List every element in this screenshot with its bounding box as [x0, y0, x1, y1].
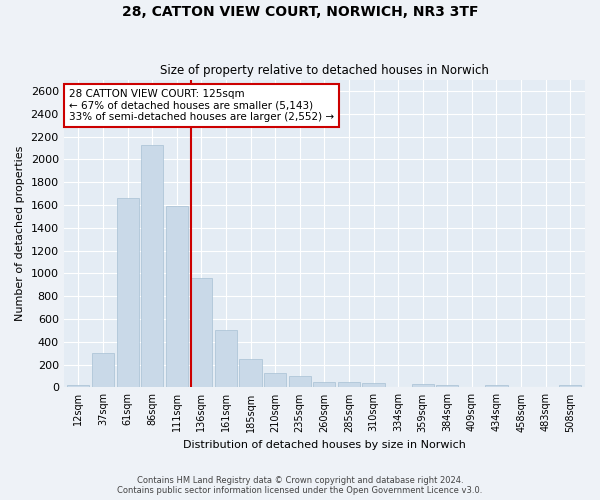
Bar — [338, 382, 360, 388]
Bar — [436, 385, 458, 388]
Title: Size of property relative to detached houses in Norwich: Size of property relative to detached ho… — [160, 64, 489, 77]
Bar — [264, 373, 286, 388]
Bar — [485, 384, 508, 388]
Bar — [190, 278, 212, 388]
Bar — [362, 384, 385, 388]
Bar — [215, 330, 237, 388]
Text: Contains HM Land Registry data © Crown copyright and database right 2024.
Contai: Contains HM Land Registry data © Crown c… — [118, 476, 482, 495]
Y-axis label: Number of detached properties: Number of detached properties — [15, 146, 25, 321]
Text: 28 CATTON VIEW COURT: 125sqm
← 67% of detached houses are smaller (5,143)
33% of: 28 CATTON VIEW COURT: 125sqm ← 67% of de… — [69, 89, 334, 122]
Bar — [166, 206, 188, 388]
Bar — [313, 382, 335, 388]
Bar — [92, 353, 114, 388]
Bar — [559, 384, 581, 388]
Bar — [239, 359, 262, 388]
Bar — [116, 198, 139, 388]
X-axis label: Distribution of detached houses by size in Norwich: Distribution of detached houses by size … — [183, 440, 466, 450]
Text: 28, CATTON VIEW COURT, NORWICH, NR3 3TF: 28, CATTON VIEW COURT, NORWICH, NR3 3TF — [122, 5, 478, 19]
Bar — [289, 376, 311, 388]
Bar — [141, 144, 163, 388]
Bar — [412, 384, 434, 388]
Bar — [67, 384, 89, 388]
